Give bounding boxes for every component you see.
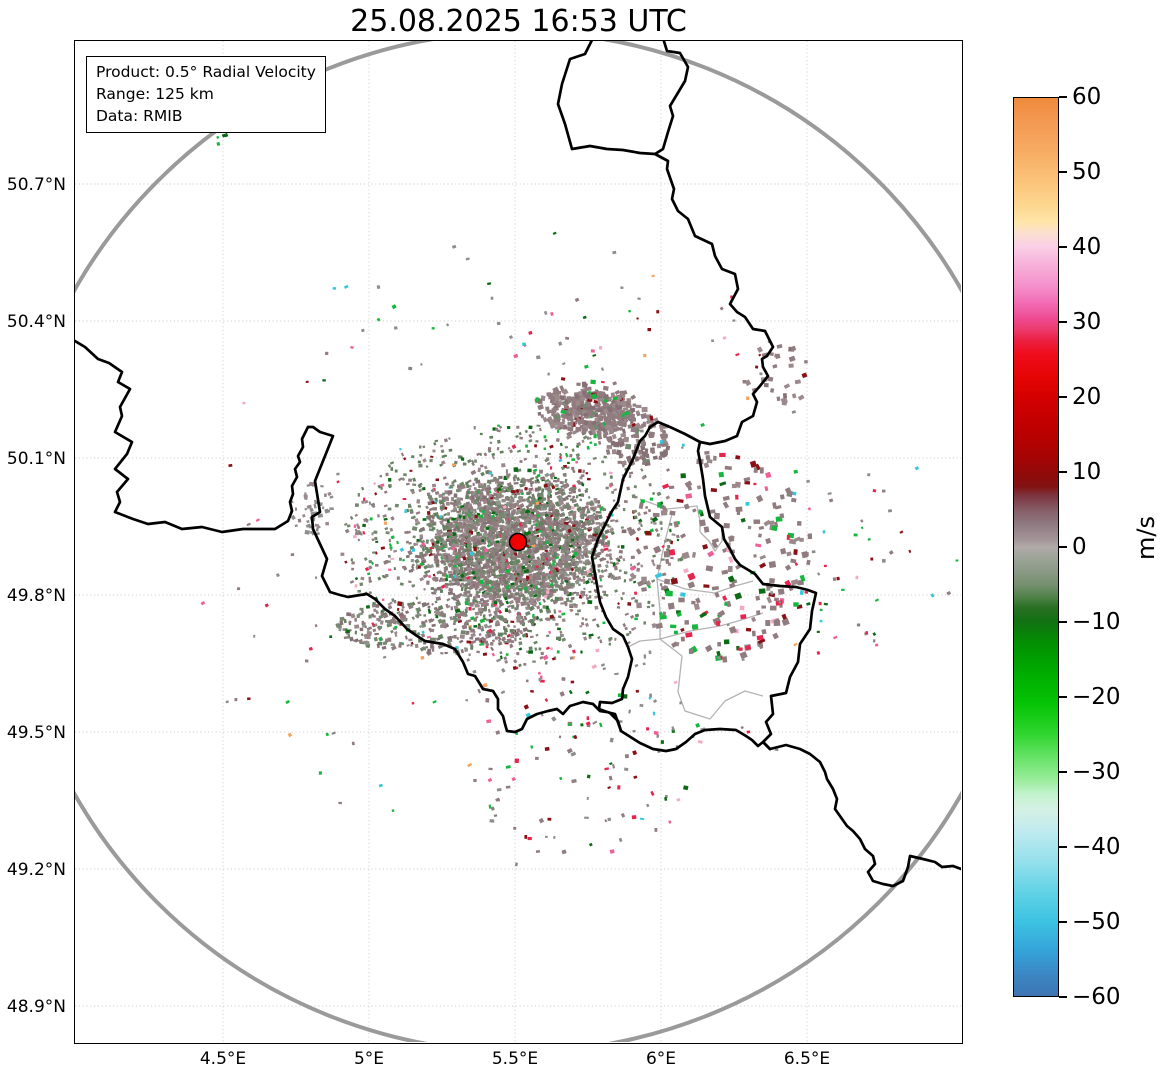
colorbar-tick [1059,696,1067,698]
colorbar-tick [1059,246,1067,248]
colorbar-tick-label: 60 [1072,84,1102,110]
colorbar-tick-label: −60 [1072,984,1121,1010]
info-range-line: Range: 125 km [96,85,214,103]
colorbar-tick-label: −20 [1072,684,1121,710]
colorbar-tick-label: 50 [1072,159,1102,185]
lat-tick-label: 50.1°N [6,449,66,469]
colorbar-tick [1059,396,1067,398]
lat-tick-label: 50.4°N [6,312,66,332]
echo-speckles [200,132,959,867]
colorbar-tick [1059,471,1067,473]
map-plot-area [74,40,963,1044]
gridlines [75,41,961,1042]
colorbar-tick [1059,846,1067,848]
map-canvas [75,41,961,1042]
lat-tick-label: 49.8°N [6,586,66,606]
lon-tick-label: 6°E [645,1049,677,1069]
lat-tick-label: 50.7°N [6,175,66,195]
lon-tick-label: 5.5°E [491,1049,539,1069]
country-borders [75,41,961,888]
lat-tick-label: 49.5°N [6,723,66,743]
colorbar-tick-label: 10 [1072,459,1102,485]
colorbar-tick [1059,621,1067,623]
info-data-line: Data: RMIB [96,107,183,125]
colorbar-tick-label: 30 [1072,309,1102,335]
product-info-box: Product: 0.5° Radial Velocity Range: 125… [86,56,326,133]
colorbar-tick [1059,996,1067,998]
colorbar-tick-label: 40 [1072,234,1102,260]
colorbar-tick-label: −40 [1072,834,1121,860]
lon-tick-label: 5°E [353,1049,385,1069]
lon-tick-label: 6.5°E [783,1049,831,1069]
colorbar-tick [1059,171,1067,173]
colorbar-tick [1059,546,1067,548]
colorbar-tick [1059,321,1067,323]
colorbar [1013,97,1059,997]
colorbar-tick [1059,921,1067,923]
colorbar-tick [1059,96,1067,98]
colorbar-tick-label: −10 [1072,609,1121,635]
colorbar-tick-label: −30 [1072,759,1121,785]
colorbar-tick-label: −50 [1072,909,1121,935]
lon-tick-label: 4.5°E [199,1049,247,1069]
radar-site-marker [508,532,528,552]
info-product-line: Product: 0.5° Radial Velocity [96,63,316,81]
lat-tick-label: 48.9°N [6,997,66,1017]
colorbar-tick-label: 20 [1072,384,1102,410]
colorbar-tick [1059,771,1067,773]
figure-title: 25.08.2025 16:53 UTC [350,4,687,39]
colorbar-tick-label: 0 [1072,534,1087,560]
colorbar-unit-label: m/s [1132,516,1160,560]
lat-tick-label: 49.2°N [6,860,66,880]
